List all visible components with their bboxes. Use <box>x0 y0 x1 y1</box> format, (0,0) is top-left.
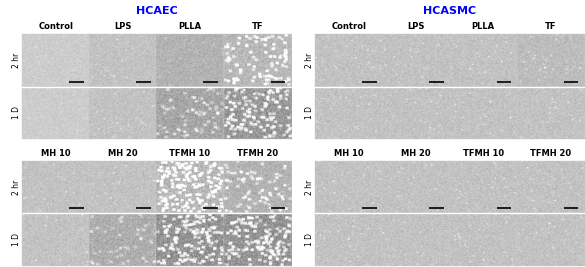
Text: MH 10: MH 10 <box>41 149 71 158</box>
Text: MH 20: MH 20 <box>401 149 431 158</box>
Text: TFMH 20: TFMH 20 <box>529 149 571 158</box>
Text: 2 hr: 2 hr <box>12 179 21 195</box>
Text: 1 D: 1 D <box>305 233 314 246</box>
Text: 2 hr: 2 hr <box>305 53 314 68</box>
Text: TFMH 20: TFMH 20 <box>236 149 278 158</box>
Text: 2 hr: 2 hr <box>305 179 314 195</box>
Text: 1 D: 1 D <box>305 107 314 119</box>
Text: PLLA: PLLA <box>178 22 202 31</box>
Text: MH 10: MH 10 <box>334 149 364 158</box>
Text: TFMH 10: TFMH 10 <box>463 149 504 158</box>
Text: HCASMC: HCASMC <box>423 6 476 17</box>
Text: TFMH 10: TFMH 10 <box>170 149 211 158</box>
Text: TF: TF <box>545 22 556 31</box>
Text: TF: TF <box>252 22 263 31</box>
Text: Control: Control <box>38 22 73 31</box>
Text: 1 D: 1 D <box>12 233 21 246</box>
Text: 1 D: 1 D <box>12 107 21 119</box>
Text: LPS: LPS <box>407 22 425 31</box>
Text: MH 20: MH 20 <box>108 149 137 158</box>
Text: HCAEC: HCAEC <box>136 6 177 17</box>
Text: Control: Control <box>331 22 366 31</box>
Text: PLLA: PLLA <box>472 22 495 31</box>
Text: LPS: LPS <box>114 22 132 31</box>
Text: 2 hr: 2 hr <box>12 53 21 68</box>
